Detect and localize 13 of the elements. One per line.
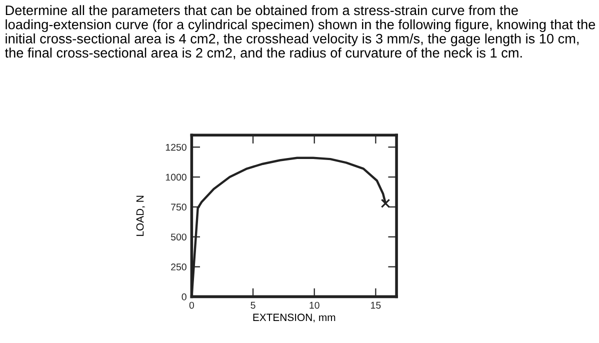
x-tick-label: 5 <box>250 302 256 309</box>
y-axis-title: LOAD, N <box>136 196 145 236</box>
chart-title: Determine all the parameters that can be obtained from a stress-strain curve from the loading-extension curve (for a cylindrical specimen) shown in the following figure, knowing that the initial cross-sectional area is 4 cm2, the crosshead velocity is 3 mm/s, the gage length is 10 cm, the final cross-sectional area is 2 cm2, and the radius of curvature of the neck is 1 cm. <box>5 5 596 60</box>
y-tick-label: 0 <box>182 293 186 300</box>
x-tick-label: 0 <box>189 302 194 309</box>
y-tick-label: 500 <box>170 234 186 240</box>
y-tick-label: 1000 <box>166 174 186 181</box>
y-tick-label: 250 <box>171 264 186 270</box>
x-tick-label: 15 <box>371 302 381 309</box>
x-axis-title: EXTENSION, mm <box>253 314 336 322</box>
y-tick-label: 750 <box>171 204 186 211</box>
x-tick-label: 10 <box>310 302 320 309</box>
y-tick-label: 1250 <box>166 144 186 151</box>
